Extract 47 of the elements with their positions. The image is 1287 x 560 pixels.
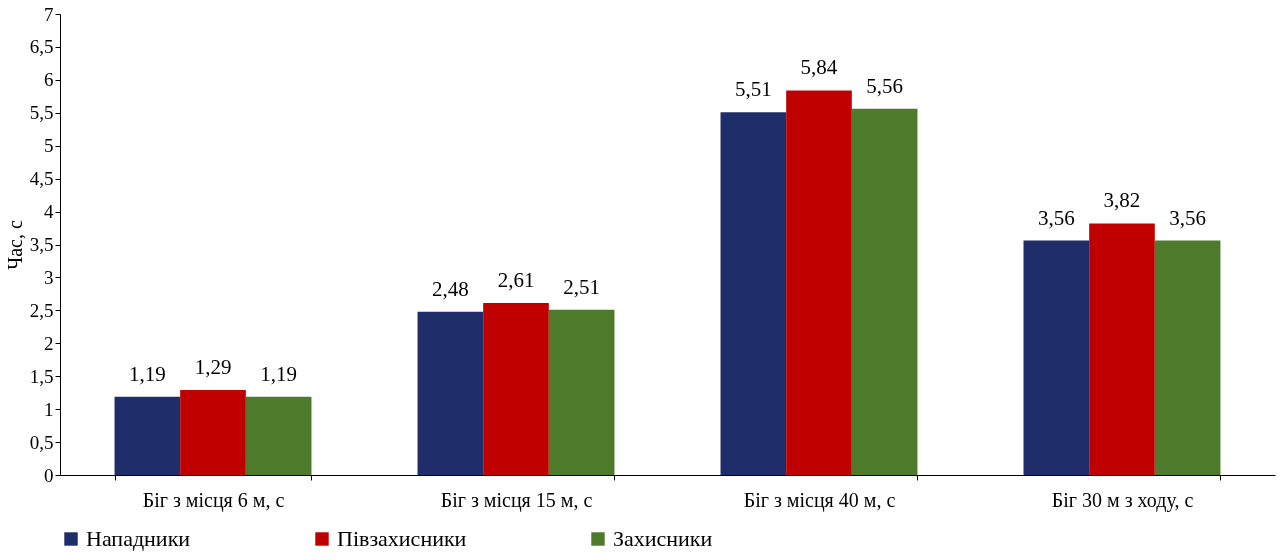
x-tick-label: Біг з місця 6 м, с [142,488,285,512]
y-tick-label: 6 [44,69,54,91]
bar [851,108,918,475]
y-tick-label: 4,5 [29,168,54,190]
data-label: 3,56 [1037,205,1075,230]
y-tick-label: 0,5 [29,431,54,453]
bar [786,90,852,475]
data-label: 2,51 [563,274,601,299]
y-tick-label: 5,5 [29,102,54,124]
data-label: 5,56 [866,73,904,98]
y-tick-label: 4 [44,201,54,223]
x-tick-label: Біг з місця 15 м, с [440,488,593,512]
y-tick-label: 1,5 [29,365,54,387]
y-tick-label: 7 [44,3,54,25]
data-label: 3,82 [1103,188,1141,213]
y-tick-label: 1 [44,398,54,420]
x-tick-label: Біг 30 м з ходу, с [1051,488,1194,512]
bar [483,303,549,475]
legend-label: Півзахисники [337,526,467,551]
bar [720,112,787,475]
data-label: 1,19 [260,361,298,386]
bar [1089,223,1155,475]
data-label: 2,48 [431,276,469,301]
bar [417,311,484,475]
data-label: 1,19 [128,361,166,386]
bar [1023,240,1090,475]
data-label: 5,51 [734,77,772,102]
bar [180,390,246,475]
data-label: 5,84 [800,55,838,80]
bar [548,309,615,475]
legend-label: Захисники [613,526,713,551]
legend-label: Нападники [86,526,191,551]
y-tick-label: 3,5 [29,234,54,255]
bar [1154,240,1221,475]
data-label: 1,29 [194,355,232,380]
data-label: 3,56 [1169,205,1207,230]
bar [245,396,312,475]
y-tick-label: 0 [44,464,54,486]
y-tick-label: 6,5 [29,36,54,58]
y-axis-title: Час, с [3,220,26,270]
y-tick-label: 5 [44,135,54,157]
x-tick-label: Біг з місця 40 м, с [743,488,896,512]
bar [114,396,181,475]
y-tick-label: 2,5 [29,299,54,321]
y-tick-label: 3 [44,266,54,288]
y-tick-label: 2 [44,332,54,354]
data-label: 2,61 [497,268,535,293]
